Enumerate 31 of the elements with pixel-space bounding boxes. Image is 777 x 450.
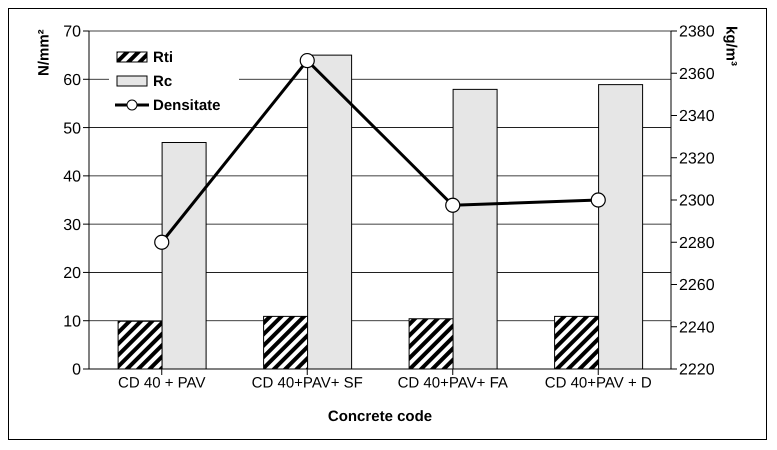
y2-tick-label: 2280 bbox=[679, 234, 715, 252]
y-tick-label: 20 bbox=[63, 265, 82, 282]
legend-label: Rc bbox=[153, 72, 172, 90]
y-tick-label: 50 bbox=[63, 120, 82, 138]
y2-axis-title: kg/m³ bbox=[722, 26, 740, 66]
y2-tick-label: 2300 bbox=[679, 192, 715, 210]
y-tick-label: 0 bbox=[72, 362, 82, 379]
y-tick-label: 30 bbox=[63, 216, 82, 234]
point bbox=[154, 234, 170, 250]
y-tick-label: 60 bbox=[63, 72, 82, 89]
y-axis-title: N/mm² bbox=[36, 29, 53, 76]
legend-label: Densitate bbox=[153, 96, 221, 114]
y2-tick-label: 2220 bbox=[679, 362, 715, 379]
y-tick-label: 10 bbox=[63, 313, 82, 330]
y2-tick-label: 2340 bbox=[679, 108, 715, 126]
y2-tick-label: 2260 bbox=[679, 277, 715, 294]
y2-tick-label: 2320 bbox=[679, 150, 715, 168]
y-tick-label: 40 bbox=[63, 168, 82, 186]
y-tick-label: 70 bbox=[63, 24, 82, 41]
point bbox=[590, 192, 606, 208]
point bbox=[300, 52, 315, 68]
x-axis-title: Concrete code bbox=[328, 408, 432, 425]
legend-label: Rti bbox=[153, 48, 173, 66]
x-tick-label: CD 40+PAV+ FA bbox=[398, 374, 508, 392]
y2-tick-label: 2240 bbox=[679, 319, 715, 336]
y2-tick-label: 2360 bbox=[679, 66, 715, 83]
x-tick-label: CD 40 + PAV bbox=[118, 374, 206, 392]
point bbox=[445, 198, 460, 213]
x-tick-label: CD 40+PAV + D bbox=[544, 374, 652, 392]
x-tick-label: CD 40+PAV+ SF bbox=[252, 374, 363, 392]
y2-tick-label: 2380 bbox=[679, 24, 715, 41]
